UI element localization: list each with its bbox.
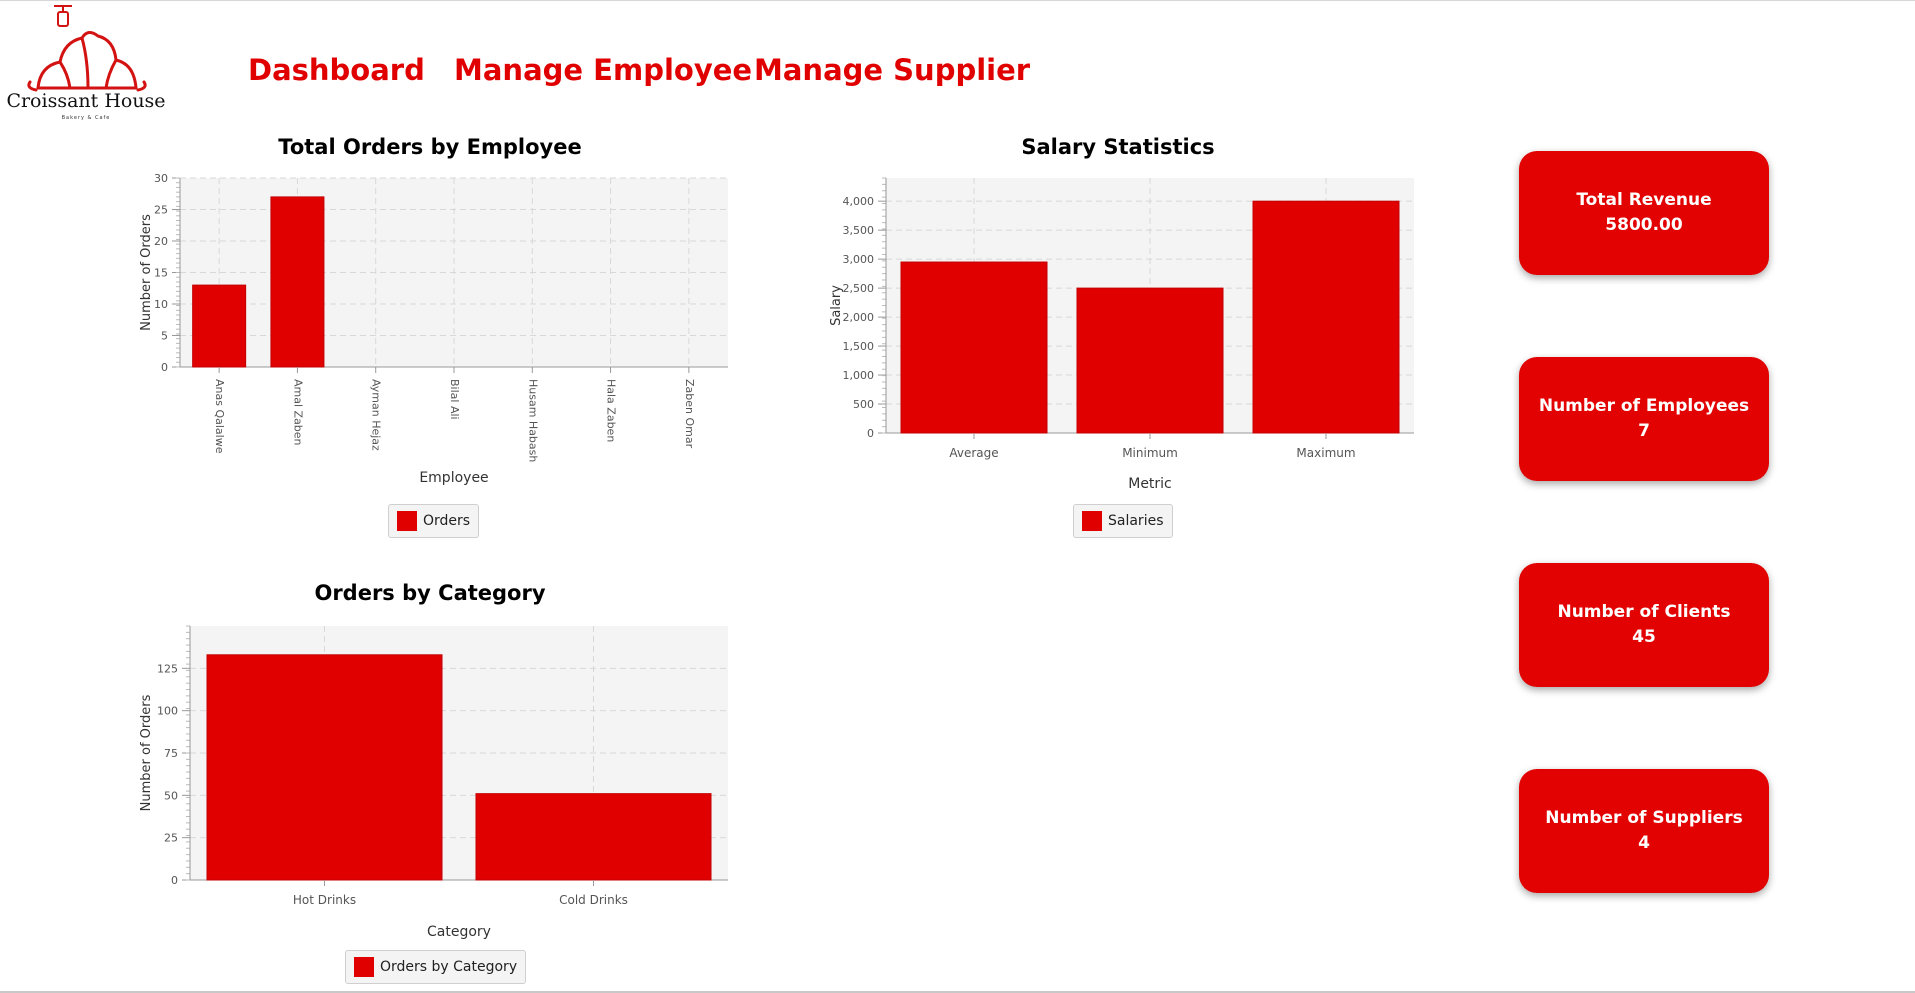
nav-dashboard[interactable]: Dashboard bbox=[248, 53, 425, 87]
x-axis-title: Category bbox=[427, 924, 491, 940]
y-tick-label: 0 bbox=[867, 427, 874, 440]
x-axis-title: Metric bbox=[1128, 476, 1172, 492]
y-tick-label: 25 bbox=[154, 204, 168, 217]
y-tick-label: 2,500 bbox=[843, 282, 875, 295]
y-tick-label: 1,500 bbox=[843, 340, 875, 353]
croissant-icon bbox=[27, 5, 147, 92]
employees-card[interactable]: Number of Employees 7 bbox=[1519, 357, 1769, 481]
chart-title-orders-by-employee: Total Orders by Employee bbox=[278, 135, 582, 159]
y-tick-label: 20 bbox=[154, 235, 168, 248]
y-tick-label: 75 bbox=[164, 747, 178, 760]
legend-orders-by-category: Orders by Category bbox=[345, 950, 527, 984]
legend-swatch bbox=[354, 957, 374, 977]
y-axis-title: Number of Orders bbox=[139, 694, 154, 811]
orders-by-category-chart: 0 25 50 75 100 125 Hot Drinks Cold Drinks Catego… bbox=[139, 625, 728, 940]
y-tick-label: 3,500 bbox=[843, 224, 875, 237]
x-axis-title: Employee bbox=[419, 470, 488, 486]
x-tick-label: Maximum bbox=[1296, 446, 1355, 460]
card-value: 45 bbox=[1632, 627, 1656, 647]
x-tick-label: Average bbox=[949, 446, 998, 460]
legend-label: Orders bbox=[423, 513, 471, 529]
suppliers-card[interactable]: Number of Suppliers 4 bbox=[1519, 769, 1769, 893]
x-tick-label: Hala Zaben bbox=[605, 379, 618, 442]
bar-anas-qalalwe bbox=[192, 284, 247, 368]
x-tick-label: Ayman Hejaz bbox=[370, 379, 383, 451]
x-tick-label: Anas Qalalwe bbox=[213, 379, 226, 454]
y-tick-label: 1,000 bbox=[843, 369, 875, 382]
x-tick-label: Husam Habash bbox=[526, 379, 539, 462]
y-tick-label: 500 bbox=[853, 398, 874, 411]
bar-minimum bbox=[1076, 287, 1224, 434]
legend-orders: Orders bbox=[388, 504, 480, 538]
y-tick-label: 15 bbox=[154, 267, 168, 280]
y-tick-label: 4,000 bbox=[843, 195, 875, 208]
brand-tagline: Bakery & Cafe bbox=[61, 115, 111, 121]
y-tick-label: 3,000 bbox=[843, 253, 875, 266]
legend-label: Orders by Category bbox=[380, 959, 518, 975]
brand-logo[interactable]: Croissant House Bakery & Cafe bbox=[6, 2, 166, 126]
card-label: Number of Employees bbox=[1538, 396, 1750, 416]
nav-manage-supplier[interactable]: Manage Supplier bbox=[754, 53, 1031, 87]
bar-maximum bbox=[1252, 200, 1400, 434]
y-axis-title: Salary bbox=[829, 285, 844, 326]
bar-average bbox=[900, 261, 1048, 434]
brand-name: Croissant House bbox=[6, 90, 166, 112]
clients-card[interactable]: Number of Clients 45 bbox=[1519, 563, 1769, 687]
y-tick-label: 100 bbox=[157, 705, 178, 718]
x-tick-label: Minimum bbox=[1122, 446, 1178, 460]
x-tick-label: Bilal Ali bbox=[448, 379, 461, 420]
y-tick-label: 0 bbox=[161, 361, 168, 374]
card-value: 5800.00 bbox=[1605, 215, 1683, 235]
y-tick-label: 2,000 bbox=[843, 311, 875, 324]
bottom-border bbox=[0, 991, 1915, 993]
orders-by-employee-chart: 0 5 10 15 20 25 30 Anas Qalalwe Amal Zaben Ayman … bbox=[139, 172, 728, 486]
legend-swatch bbox=[397, 511, 417, 531]
y-tick-label: 10 bbox=[154, 298, 168, 311]
y-tick-label: 30 bbox=[154, 172, 168, 185]
y-tick-label: 0 bbox=[171, 874, 178, 887]
y-tick-label: 25 bbox=[164, 832, 178, 845]
y-tick-label: 50 bbox=[164, 789, 178, 802]
card-label: Total Revenue bbox=[1576, 190, 1712, 210]
legend-label: Salaries bbox=[1108, 513, 1164, 529]
total-revenue-card[interactable]: Total Revenue 5800.00 bbox=[1519, 151, 1769, 275]
y-tick-label: 5 bbox=[161, 330, 168, 343]
top-border bbox=[0, 0, 1915, 1]
y-tick-label: 125 bbox=[157, 662, 178, 675]
x-tick-label: Hot Drinks bbox=[293, 893, 356, 907]
bar-amal-zaben bbox=[270, 196, 325, 368]
x-tick-label: Zaben Omar bbox=[683, 379, 696, 449]
card-value: 7 bbox=[1638, 421, 1650, 441]
bar-cold-drinks bbox=[475, 793, 712, 881]
nav-manage-employee[interactable]: Manage Employee bbox=[454, 53, 753, 87]
card-label: Number of Clients bbox=[1557, 602, 1731, 622]
x-tick-label: Amal Zaben bbox=[291, 379, 304, 446]
x-tick-label: Cold Drinks bbox=[559, 893, 628, 907]
chart-title-orders-by-category: Orders by Category bbox=[314, 581, 546, 605]
bar-hot-drinks bbox=[206, 654, 443, 881]
salary-statistics-chart: 0 500 1,000 1,500 2,000 2,500 3,000 3,500 4,000 A… bbox=[829, 177, 1414, 492]
card-value: 4 bbox=[1638, 833, 1650, 853]
chart-title-salary-statistics: Salary Statistics bbox=[1021, 135, 1215, 159]
legend-salaries: Salaries bbox=[1073, 504, 1173, 538]
y-axis-title: Number of Orders bbox=[139, 214, 154, 331]
legend-swatch bbox=[1082, 511, 1102, 531]
card-label: Number of Suppliers bbox=[1545, 808, 1743, 828]
